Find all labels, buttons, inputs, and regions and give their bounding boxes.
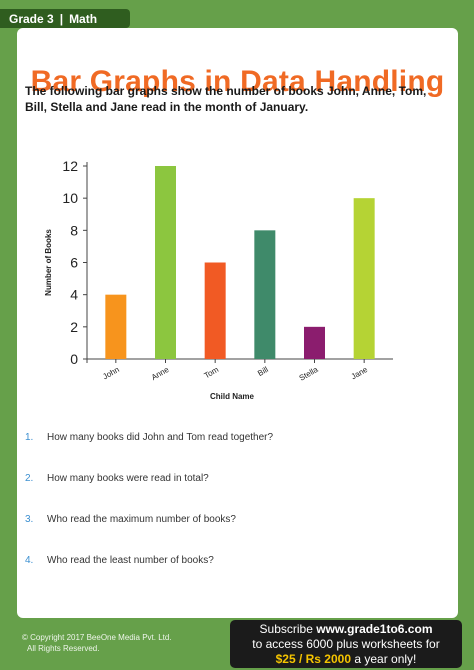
bar-stella	[304, 326, 325, 359]
x-tick-label: Stella	[298, 365, 320, 383]
intro-text: The following bar graphs show the number…	[25, 84, 427, 114]
bar-jane	[353, 198, 375, 359]
copyright-line-2: All Rights Reserved.	[27, 644, 100, 653]
subscribe-banner[interactable]: Subscribe www.grade1to6.com to access 60…	[230, 620, 462, 668]
copyright-line-1: © Copyright 2017 BeeOne Media Pvt. Ltd.	[22, 633, 172, 642]
grade-label: Grade 3	[9, 11, 54, 26]
question-number: 1.	[25, 432, 34, 443]
bar-tom	[204, 262, 226, 359]
bar-bill	[254, 230, 276, 359]
x-axis-label: Child Name	[210, 392, 255, 401]
x-tick-label: Bill	[256, 365, 270, 378]
subscribe-line-1: Subscribe www.grade1to6.com	[230, 622, 462, 637]
y-tick-label: 2	[70, 319, 78, 335]
x-tick-label: John	[101, 365, 121, 381]
separator: |	[59, 11, 64, 26]
question-1: 1. How many books did John and Tom read t…	[25, 432, 273, 443]
question-4: 4. Who read the least number of books?	[25, 555, 214, 566]
subscribe-suffix: a year only!	[354, 652, 417, 666]
question-number: 3.	[25, 514, 34, 525]
y-axis-label: Number of Books	[44, 229, 53, 296]
grade-subject-tab: Grade 3 | Math	[0, 9, 130, 28]
question-2: 2. How many books were read in total?	[25, 473, 209, 484]
y-tick-label: 10	[62, 190, 78, 206]
y-tick-label: 6	[70, 255, 78, 271]
x-tick-label: Anne	[150, 365, 171, 382]
question-number: 4.	[25, 555, 34, 566]
subscribe-line-3: $25 / Rs 2000 a year only!	[230, 652, 462, 667]
page-title: Bar Graphs in Data Handling	[30, 65, 445, 98]
question-text: Who read the maximum number of books?	[47, 514, 236, 525]
worksheet-sheet: Bar Graphs in Data Handling The followin…	[17, 28, 458, 618]
bar-anne	[155, 166, 176, 359]
subscribe-site-link[interactable]: www.grade1to6.com	[316, 622, 433, 636]
y-tick-label: 0	[70, 351, 78, 367]
subscribe-prefix: Subscribe	[259, 622, 313, 636]
y-tick-label: 8	[70, 222, 78, 238]
question-text: How many books did John and Tom read tog…	[47, 432, 274, 443]
question-number: 2.	[25, 473, 34, 484]
subject-label: Math	[69, 11, 98, 26]
question-text: Who read the least number of books?	[47, 555, 214, 566]
subscribe-line-2: to access 6000 plus worksheets for	[252, 637, 440, 651]
copyright-notice: © Copyright 2017 BeeOne Media Pvt. Ltd. …	[22, 632, 172, 654]
question-text: How many books were read in total?	[47, 473, 209, 484]
x-tick-label: Tom	[203, 365, 221, 381]
bar-john	[105, 294, 127, 359]
question-3: 3. Who read the maximum number of books?	[25, 514, 236, 525]
subscribe-price: $25 / Rs 2000	[275, 652, 351, 666]
y-tick-label: 4	[70, 287, 78, 303]
x-tick-label: Jane	[350, 365, 370, 382]
y-tick-label: 12	[62, 158, 78, 174]
bar-chart: 0 2 4 6 8 10 12 Number of Books John Anne Tom Bill S…	[44, 158, 393, 401]
